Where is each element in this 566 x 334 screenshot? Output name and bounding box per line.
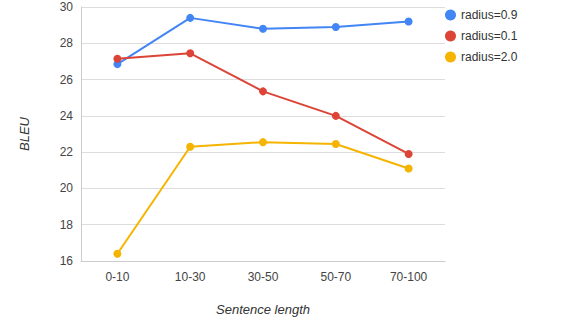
svg-text:0-10: 0-10 — [105, 270, 129, 284]
svg-text:Sentence length: Sentence length — [216, 302, 310, 317]
svg-text:10-30: 10-30 — [175, 270, 206, 284]
svg-text:BLEU: BLEU — [17, 116, 32, 151]
svg-text:30-50: 30-50 — [248, 270, 279, 284]
svg-text:30: 30 — [60, 0, 74, 14]
svg-text:16: 16 — [60, 254, 74, 268]
svg-text:radius=0.1: radius=0.1 — [461, 29, 518, 43]
svg-text:28: 28 — [60, 36, 74, 50]
svg-text:26: 26 — [60, 73, 74, 87]
svg-text:22: 22 — [60, 145, 74, 159]
svg-text:18: 18 — [60, 218, 74, 232]
svg-text:50-70: 50-70 — [320, 270, 351, 284]
svg-text:20: 20 — [60, 181, 74, 195]
svg-text:70-100: 70-100 — [390, 270, 428, 284]
svg-text:radius=2.0: radius=2.0 — [461, 50, 518, 64]
svg-text:radius=0.9: radius=0.9 — [461, 8, 518, 22]
svg-text:24: 24 — [60, 109, 74, 123]
